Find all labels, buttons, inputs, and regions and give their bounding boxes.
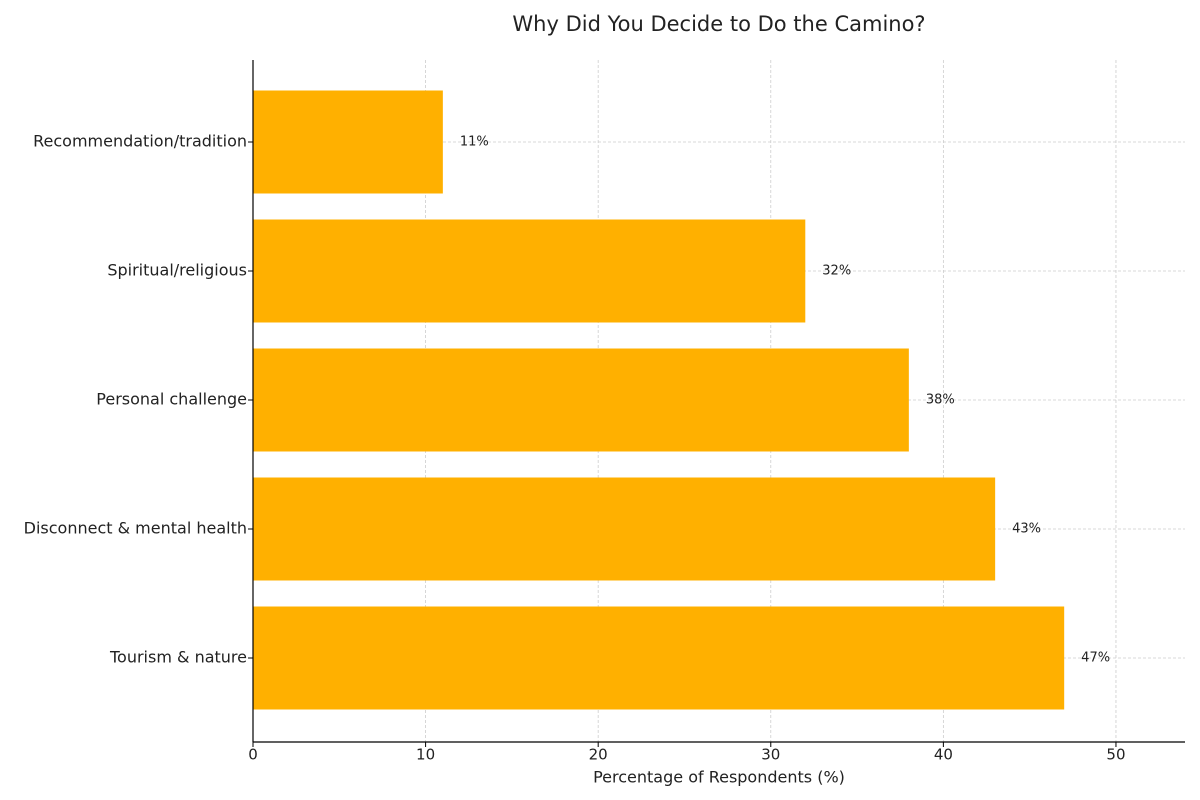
- bar: [253, 90, 443, 194]
- x-tick-label: 10: [416, 746, 435, 764]
- y-tick-label: Personal challenge: [96, 390, 247, 409]
- x-tick-label: 50: [1106, 746, 1125, 764]
- y-tick-label: Disconnect & mental health: [24, 519, 247, 538]
- value-label: 43%: [1012, 522, 1041, 537]
- bar: [253, 606, 1065, 710]
- chart-title: Why Did You Decide to Do the Camino?: [512, 12, 925, 36]
- value-label: 47%: [1081, 651, 1110, 666]
- bar: [253, 348, 909, 452]
- bar: [253, 219, 806, 323]
- x-tick-label: 0: [248, 746, 258, 764]
- x-tick-label: 20: [589, 746, 608, 764]
- y-tick-label: Tourism & nature: [109, 648, 247, 667]
- y-tick-label: Spiritual/religious: [107, 261, 247, 280]
- x-tick-label: 30: [761, 746, 780, 764]
- x-axis-label: Percentage of Respondents (%): [593, 768, 845, 787]
- y-tick-label: Recommendation/tradition: [33, 132, 247, 151]
- value-label: 38%: [926, 393, 955, 408]
- x-tick-label: 40: [934, 746, 953, 764]
- value-label: 11%: [460, 135, 489, 150]
- bar: [253, 477, 996, 581]
- value-label: 32%: [822, 264, 851, 279]
